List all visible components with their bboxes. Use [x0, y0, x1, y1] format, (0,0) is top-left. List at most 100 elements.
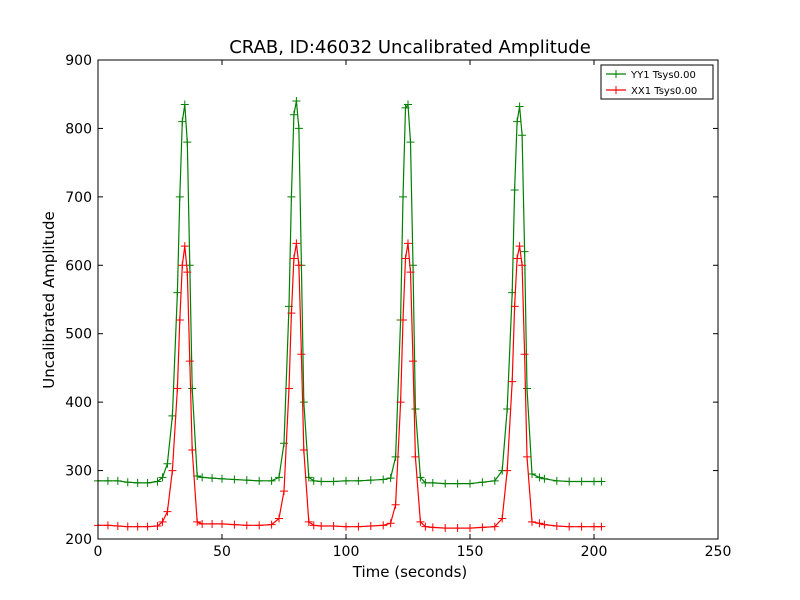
data-point: [503, 404, 512, 413]
data-point: [453, 524, 462, 533]
data-point: [515, 102, 524, 111]
x-tick-label: 250: [705, 544, 732, 560]
data-point: [411, 404, 420, 413]
data-point: [299, 446, 308, 455]
data-point: [513, 117, 522, 126]
data-point: [523, 384, 532, 393]
legend-box: [600, 64, 714, 100]
data-point: [577, 522, 586, 531]
data-point: [379, 521, 388, 530]
y-tick-label: 200: [65, 532, 92, 548]
data-point: [597, 522, 606, 531]
data-point: [143, 478, 152, 487]
data-point: [242, 521, 251, 530]
data-point: [366, 521, 375, 530]
data-point: [528, 517, 536, 526]
data-point: [317, 477, 326, 486]
data-point: [515, 242, 524, 251]
legend-label: XX1 Tsys0.00: [631, 86, 697, 97]
data-point: [230, 520, 239, 529]
data-point: [416, 473, 425, 482]
data-point: [218, 519, 226, 528]
data-point: [597, 477, 606, 486]
data-point: [441, 524, 450, 533]
data-point: [478, 523, 487, 532]
tick-layer: 0 50 100 150 200 250 200 300 400 500 600 700 800 900: [65, 53, 731, 560]
series-line: [98, 100, 602, 485]
data-point: [133, 522, 142, 531]
legend: YY1 Tsys0.00 XX1 Tsys0.00: [600, 64, 714, 100]
data-point: [441, 479, 450, 488]
data-point: [180, 100, 189, 109]
data-point: [590, 477, 598, 486]
data-point: [255, 521, 264, 530]
data-point: [342, 522, 350, 531]
data-point: [510, 186, 519, 195]
x-tick-label: 150: [457, 544, 484, 560]
data-point: [168, 466, 177, 475]
data-point: [342, 476, 350, 485]
data-point: [391, 500, 400, 509]
x-tick-label: 0: [94, 544, 103, 560]
data-point: [123, 478, 132, 487]
data-point: [421, 478, 430, 487]
y-tick-label: 900: [65, 53, 92, 69]
data-point: [577, 477, 586, 486]
data-point: [198, 473, 207, 482]
data-point: [208, 474, 217, 483]
data-point: [520, 247, 529, 256]
data-point: [404, 239, 412, 248]
data-point: [208, 519, 217, 528]
data-point: [466, 524, 474, 533]
series-line: [98, 243, 602, 529]
data-point: [123, 522, 132, 531]
data-point: [133, 478, 142, 487]
data-point: [503, 466, 512, 475]
data-point: [180, 242, 189, 251]
data-point: [113, 476, 122, 485]
data-point: [153, 477, 162, 486]
data-point: [428, 478, 437, 487]
data-point: [386, 474, 395, 483]
data-point: [103, 476, 112, 485]
data-point: [158, 517, 167, 526]
series-0: [94, 97, 606, 488]
data-point: [552, 476, 561, 485]
data-point: [294, 261, 303, 270]
legend-marker: [612, 86, 620, 94]
data-point: [255, 476, 264, 485]
data-point: [267, 520, 276, 529]
y-tick-label: 400: [65, 395, 92, 411]
data-point: [230, 475, 239, 484]
data-point: [329, 521, 338, 530]
legend-item: YY1 Tsys0.00: [606, 70, 696, 81]
data-point: [193, 517, 202, 526]
data-point: [408, 357, 417, 366]
data-point: [317, 521, 326, 530]
data-point: [428, 523, 437, 532]
data-point: [520, 350, 529, 359]
data-point: [466, 479, 474, 488]
legend-label: YY1 Tsys0.00: [630, 70, 696, 81]
data-point: [354, 522, 363, 531]
legend-item: XX1 Tsys0.00: [606, 86, 697, 97]
y-axis-label: Uncalibrated Amplitude: [40, 211, 58, 388]
data-point: [218, 474, 226, 483]
data-point: [386, 519, 395, 528]
data-point: [540, 474, 549, 483]
data-point: [178, 261, 187, 270]
data-point: [297, 350, 306, 359]
data-point: [198, 519, 207, 528]
data-point: [528, 469, 536, 478]
data-point: [275, 514, 284, 523]
data-point: [289, 254, 298, 263]
data-point: [399, 192, 408, 201]
data-point: [401, 254, 410, 263]
data-point: [396, 398, 405, 407]
data-point: [289, 110, 298, 119]
data-point: [416, 517, 425, 526]
data-point: [113, 521, 122, 530]
data-point: [508, 377, 517, 386]
data-point: [399, 316, 408, 325]
